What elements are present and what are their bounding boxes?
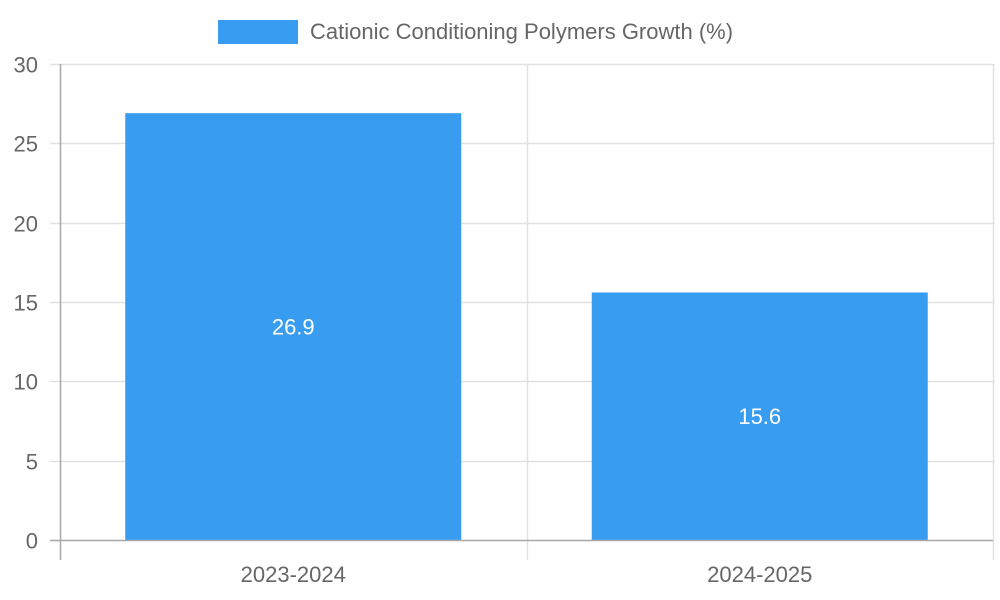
- bar[interactable]: [125, 113, 462, 540]
- axes: [50, 64, 993, 560]
- y-tick-label: 30: [14, 53, 38, 78]
- axis-labels: 0 5 10 15 20 25 30 2023-2024 2024-2025: [14, 53, 813, 588]
- bar-value-label: 26.9: [272, 315, 315, 340]
- y-tick-label: 25: [14, 132, 38, 157]
- y-tick-label: 0: [26, 529, 38, 554]
- x-tick-label: 2024-2025: [707, 562, 812, 587]
- y-tick-label: 20: [14, 212, 38, 237]
- bars: 26.9 15.6: [125, 113, 928, 540]
- legend-swatch: [218, 20, 298, 44]
- y-tick-label: 15: [14, 291, 38, 316]
- bar[interactable]: [591, 292, 928, 540]
- y-tick-label: 5: [26, 450, 38, 475]
- legend-label: Cationic Conditioning Polymers Growth (%…: [310, 19, 734, 44]
- x-tick-label: 2023-2024: [241, 562, 346, 587]
- bar-value-label: 15.6: [738, 404, 781, 429]
- y-tick-label: 10: [14, 370, 38, 395]
- chart-legend[interactable]: Cationic Conditioning Polymers Growth (%…: [218, 19, 733, 45]
